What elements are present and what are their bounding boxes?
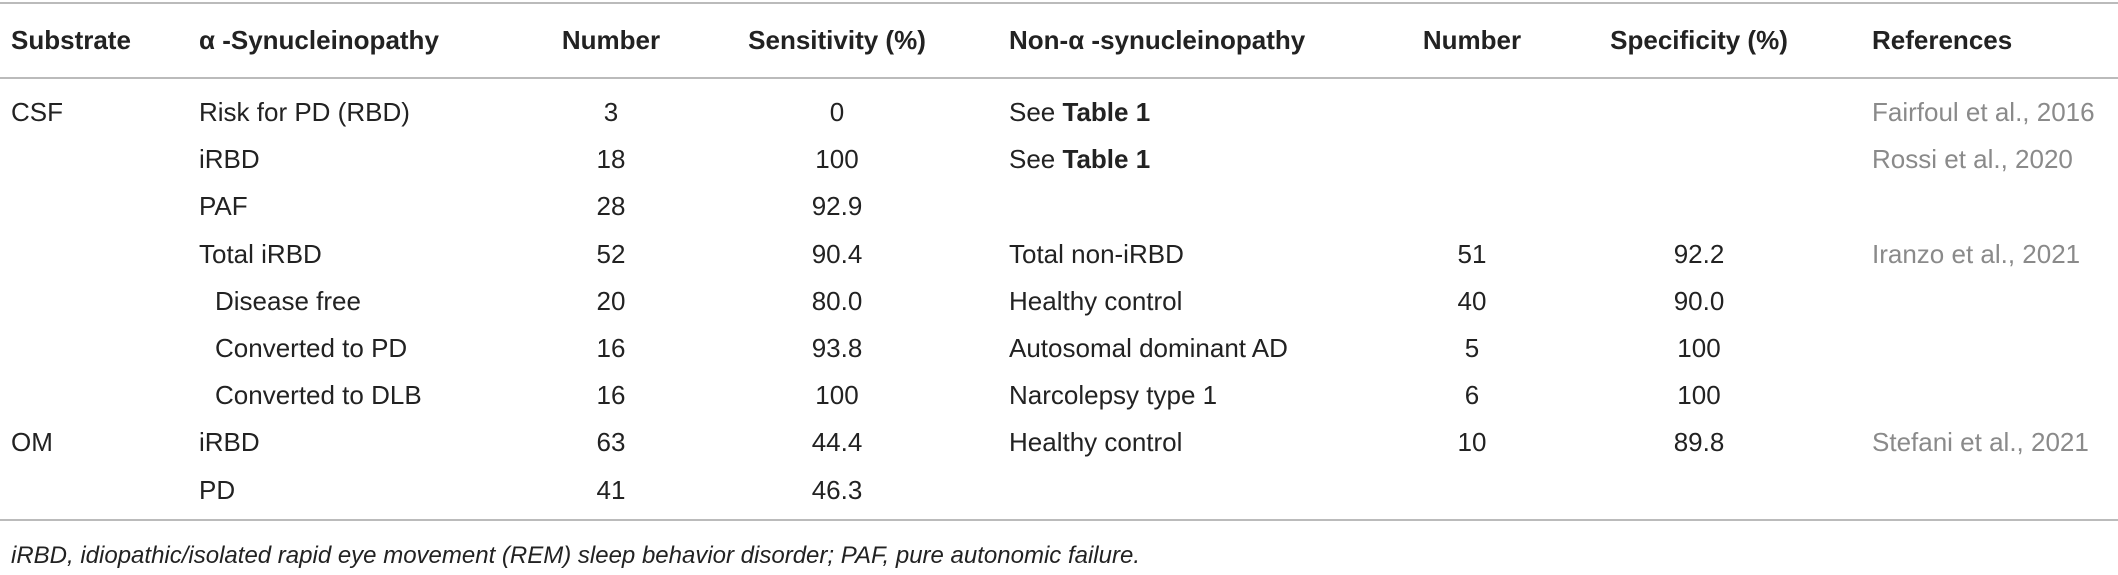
cell: 3 [603,97,619,127]
cell: 5 [1464,333,1480,363]
cell: Converted to PD [215,333,408,363]
cell: Fairfoul et al., 2016 [1872,97,2095,127]
header-rule [0,77,2118,79]
cell-text: See [1009,144,1056,175]
header-cell: References [1872,25,2013,55]
cell: 18 [596,144,626,175]
cell: Stefani et al., 2021 [1872,427,2089,458]
cell: Disease free [215,285,361,316]
cell: Total non-iRBD [1009,238,1184,269]
cell: See Table 1 [1009,144,1150,174]
cell: Iranzo et al., 2021 [1872,238,2081,269]
top-rule [0,2,2118,4]
table-reference: Table 1 [1062,97,1151,127]
cell: 20 [596,285,626,316]
cell: 90.0 [1673,285,1725,316]
cell: Narcolepsy type 1 [1009,380,1218,411]
cell: Autosomal dominant AD [1009,333,1288,363]
cell: 90.4 [811,238,863,269]
cell: 92.2 [1673,238,1725,269]
cell: 100 [815,144,859,175]
cell: PD [199,474,236,505]
cell: OM [11,427,53,458]
cell: Healthy control [1009,427,1183,458]
bottom-rule [0,519,2118,521]
cell: CSF [11,97,63,127]
cell-text: See [1009,97,1056,127]
header-cell: Number [561,25,661,55]
cell: 41 [596,474,626,505]
cell: 63 [596,427,626,458]
cell: 0 [829,97,845,127]
cell: 16 [596,380,626,411]
cell: 80.0 [811,285,863,316]
cell: Healthy control [1009,285,1183,316]
cell: 6 [1464,380,1480,411]
cell: Rossi et al., 2020 [1872,144,2073,175]
table-reference: Table 1 [1062,144,1151,175]
cell: 100 [815,380,859,411]
cell: 52 [596,238,626,269]
cell: iRBD [199,427,260,458]
cell: 44.4 [811,427,863,458]
cell: 93.8 [811,333,863,363]
cell: Risk for PD (RBD) [199,97,410,127]
footnote: iRBD, idiopathic/isolated rapid eye move… [11,542,1140,569]
header-cell: Number [1422,25,1522,55]
header-cell: Non-α -synucleinopathy [1009,25,1306,55]
cell: See Table 1 [1009,97,1150,127]
cell: 46.3 [811,474,863,505]
header-cell: Substrate [11,25,131,55]
header-cell: Sensitivity (%) [748,25,926,55]
cell: 28 [596,191,626,222]
header-cell: Specificity (%) [1610,25,1788,55]
cell: 16 [596,333,626,363]
cell: 92.9 [811,191,863,222]
cell: Total iRBD [199,238,322,269]
cell: Converted to DLB [215,380,422,411]
cell: 89.8 [1673,427,1725,458]
header-cell: α -Synucleinopathy [199,25,439,55]
cell: 40 [1457,285,1487,316]
cell: 10 [1457,427,1487,458]
cell: iRBD [199,144,260,175]
cell: PAF [199,191,248,222]
cell: 100 [1677,333,1721,363]
cell: 51 [1457,238,1487,269]
cell: 100 [1677,380,1721,411]
